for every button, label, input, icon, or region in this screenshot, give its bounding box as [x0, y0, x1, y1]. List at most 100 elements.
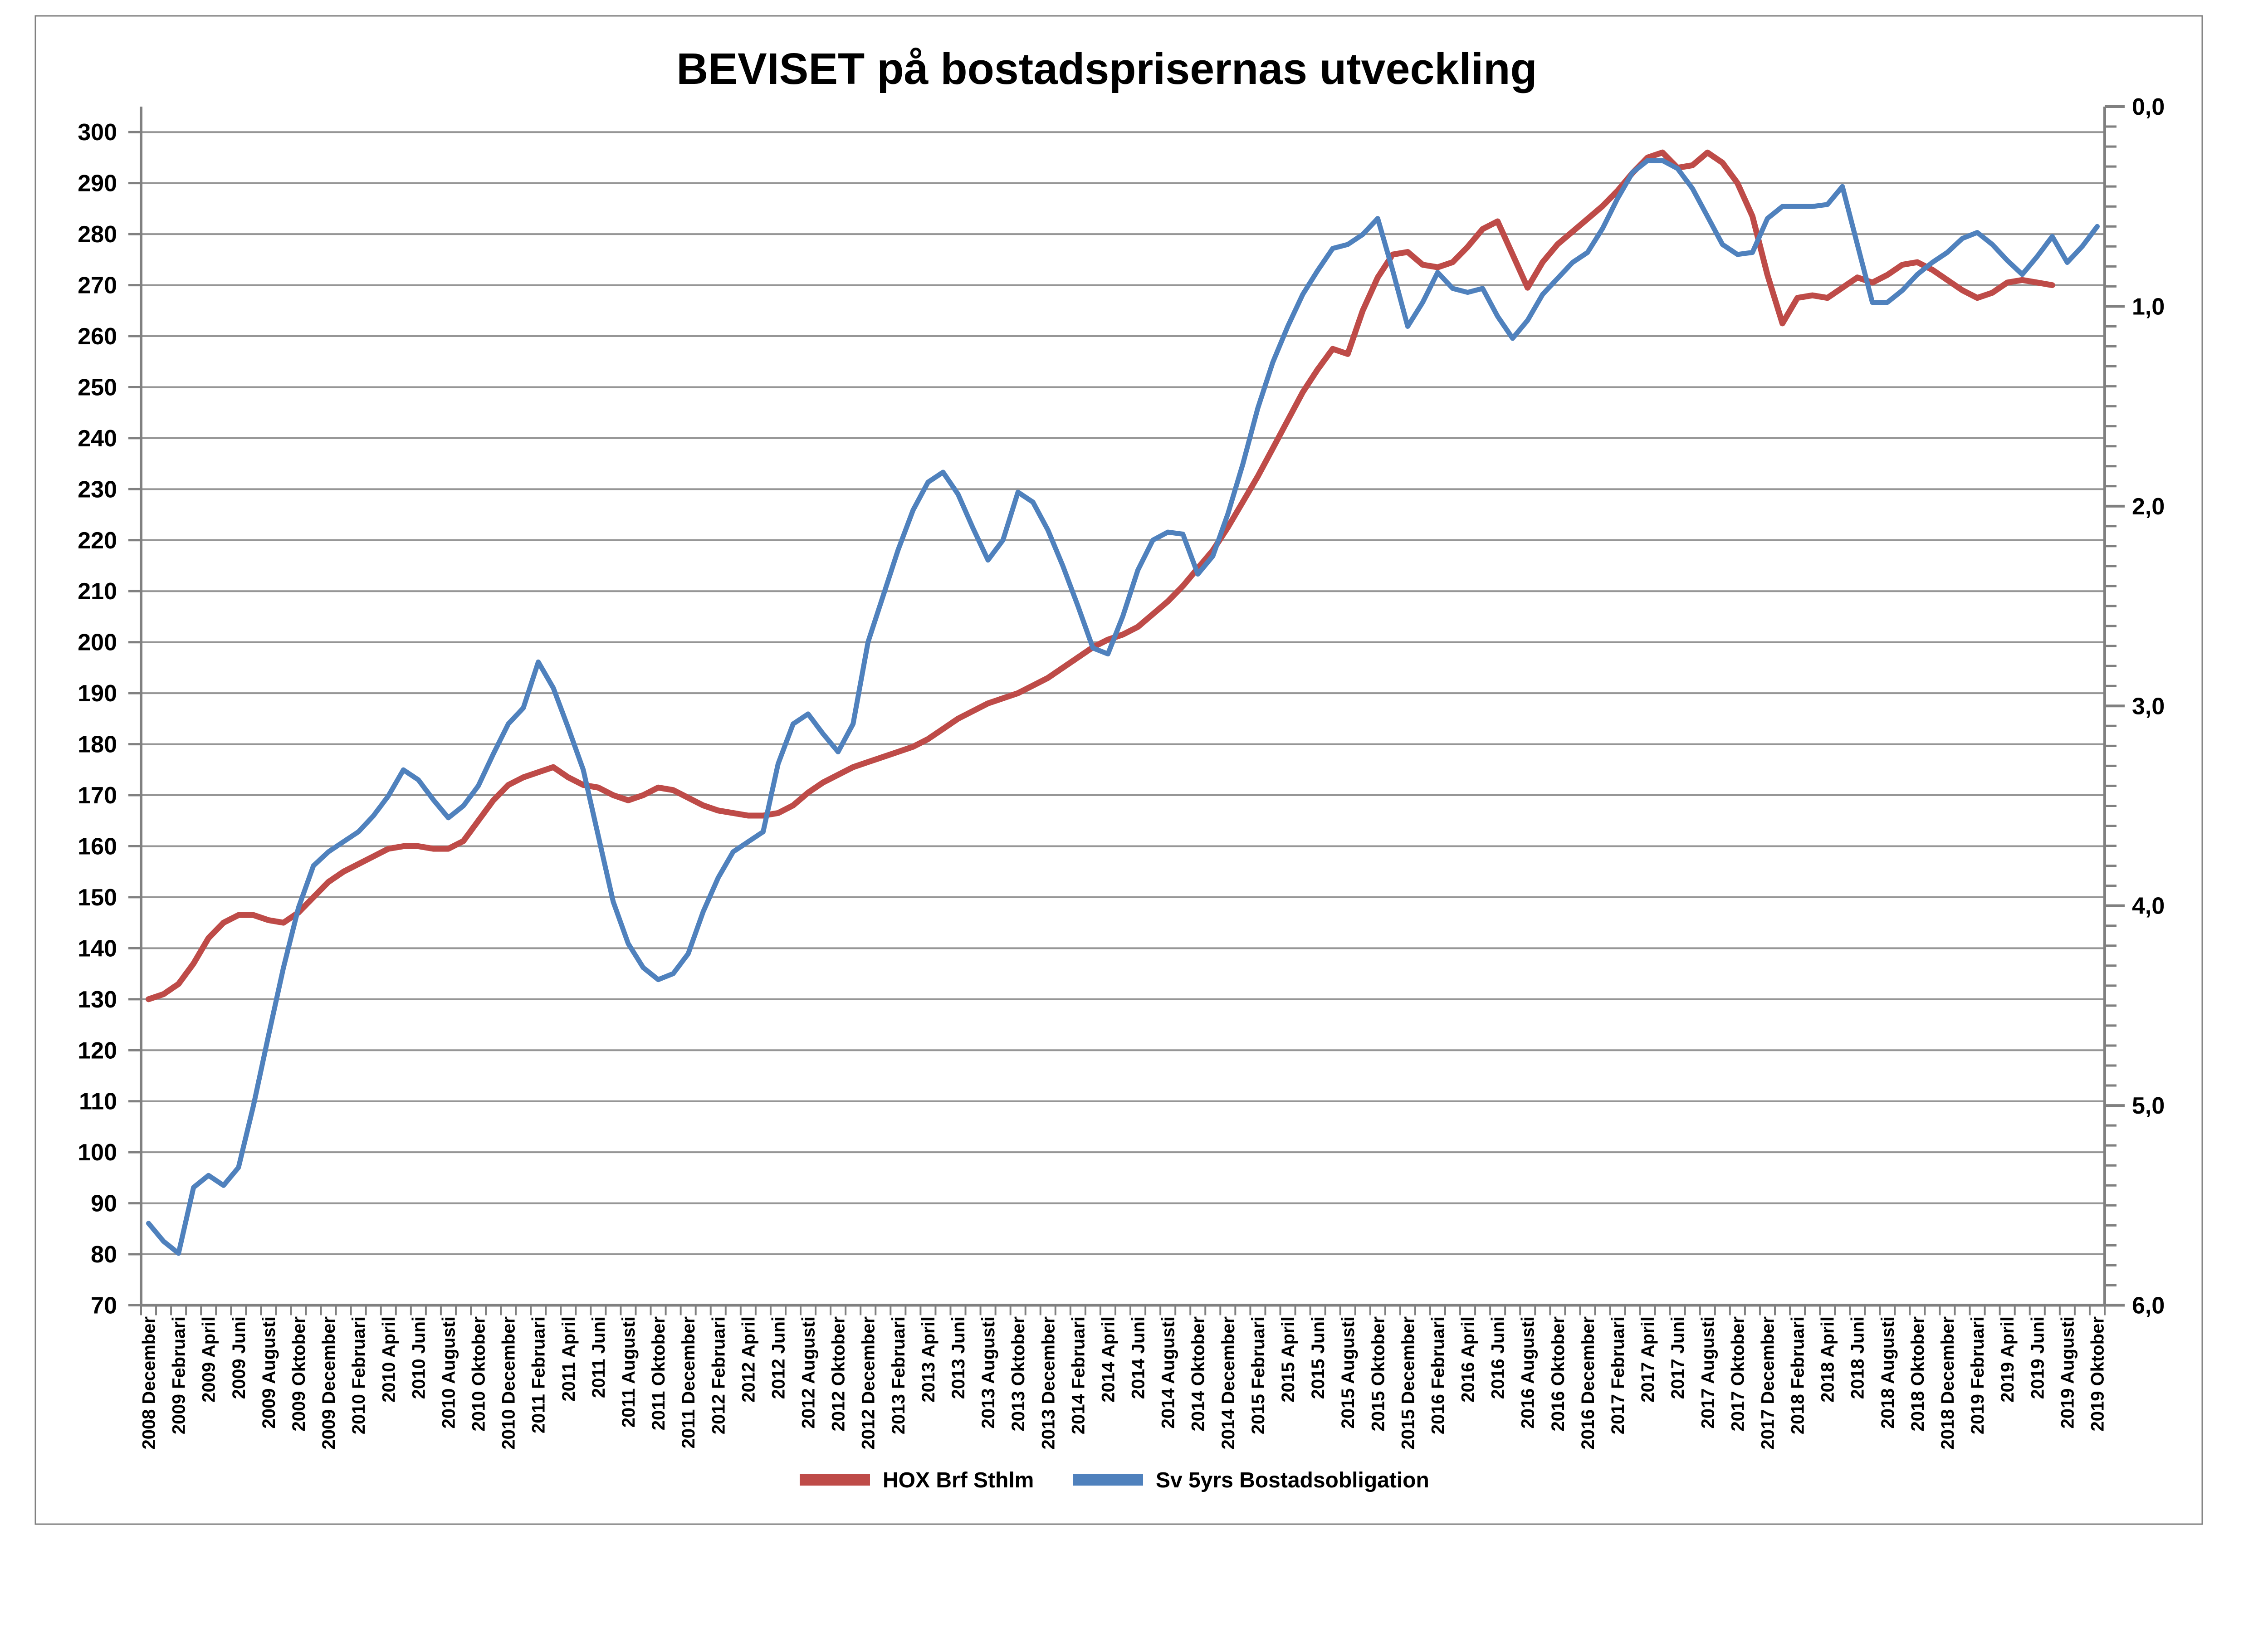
left-axis-tick-label: 150 [78, 885, 117, 911]
legend-hox-label: HOX Brf Sthlm [883, 1468, 1034, 1492]
right-axis-tick-label: 4,0 [2132, 893, 2165, 919]
series-bond-line [146, 158, 2100, 1256]
x-axis-month-label: 2017 Juni [1668, 1316, 1688, 1399]
x-axis-month-label: 2015 Oktober [1368, 1316, 1388, 1431]
right-axis-tick-label: 3,0 [2132, 693, 2165, 719]
x-axis-month-label: 2008 December [139, 1316, 159, 1450]
x-axis-month-label: 2013 Oktober [1008, 1316, 1028, 1431]
left-axis-tick-label: 290 [78, 171, 117, 197]
left-axis-tick-label: 210 [78, 578, 117, 605]
x-axis-month-label: 2018 Oktober [1908, 1316, 1928, 1431]
x-axis-month-label: 2014 Juni [1129, 1316, 1149, 1399]
left-axis-tick-label: 160 [78, 833, 117, 860]
x-axis-labels: 2008 December 2009 Februari 2009 April 2009… [139, 1316, 2108, 1450]
right-axis-tick-label: 0,0 [2132, 94, 2165, 120]
right-axis-labels: 0,0 1,0 2,0 3,0 4,0 5,0 6,0 [2132, 94, 2165, 1319]
x-axis-month-label: 2019 Juni [2028, 1316, 2048, 1399]
right-axis-tick-label: 1,0 [2132, 293, 2165, 320]
x-axis-month-label: 2009 April [199, 1316, 219, 1403]
legend-bond-label: Sv 5yrs Bostadsobligation [1156, 1468, 1429, 1492]
x-axis-month-label: 2013 Februari [889, 1316, 909, 1434]
left-axis-tick-label: 260 [78, 323, 117, 350]
x-axis-month-label: 2019 Oktober [2087, 1316, 2107, 1431]
x-axis-month-label: 2010 April [379, 1316, 399, 1403]
x-axis-month-label: 2018 December [1938, 1316, 1958, 1450]
left-axis-tick-label: 190 [78, 680, 117, 707]
x-axis-month-label: 2011 Oktober [649, 1316, 669, 1430]
x-axis-month-label: 2010 Februari [349, 1316, 369, 1434]
x-axis-month-label: 2014 Oktober [1188, 1316, 1208, 1431]
x-axis-month-label: 2015 December [1398, 1316, 1418, 1450]
left-axis-tick-label: 250 [78, 374, 117, 401]
x-axis-month-label: 2015 Juni [1308, 1316, 1328, 1399]
x-axis-month-label: 2016 Augusti [1518, 1316, 1538, 1428]
left-axis-tick-label: 100 [78, 1139, 117, 1166]
left-axis-tick-label: 70 [91, 1293, 117, 1319]
x-axis-month-label: 2012 December [859, 1316, 879, 1450]
x-axis-month-label: 2015 Augusti [1338, 1316, 1358, 1428]
x-axis-month-label: 2013 December [1038, 1316, 1058, 1450]
left-axis-tick-label: 120 [78, 1037, 117, 1064]
x-axis-month-label: 2011 December [679, 1316, 699, 1448]
gridlines [141, 131, 2105, 1306]
series-hox-line [146, 149, 2055, 1002]
x-axis-month-label: 2009 Juni [229, 1316, 249, 1399]
x-axis-month-label: 2019 April [1998, 1316, 2018, 1403]
x-axis-month-label: 2010 Oktober [469, 1316, 489, 1431]
x-axis-month-label: 2018 Augusti [1878, 1316, 1898, 1428]
left-axis-tick-label: 200 [78, 630, 117, 656]
x-axis-month-label: 2013 April [919, 1316, 938, 1403]
x-axis-month-label: 2009 Augusti [259, 1316, 279, 1428]
right-axis-tick-label: 5,0 [2132, 1093, 2165, 1119]
series-lines [146, 149, 2100, 1256]
x-axis-month-label: 2016 Juni [1488, 1316, 1508, 1399]
x-axis-month-label: 2011 Juni [589, 1316, 609, 1398]
x-axis-month-label: 2015 Februari [1248, 1316, 1268, 1434]
x-axis-month-label: 2009 Oktober [289, 1316, 309, 1431]
left-axis-tick-label: 140 [78, 935, 117, 962]
x-axis-month-label: 2014 December [1218, 1316, 1238, 1450]
x-axis-month-label: 2018 Juni [1848, 1316, 1868, 1399]
x-axis-month-label: 2016 Februari [1428, 1316, 1448, 1434]
x-axis-month-label: 2019 Augusti [2058, 1316, 2077, 1428]
left-axis-tick-label: 280 [78, 221, 117, 248]
left-axis-tick-label: 230 [78, 476, 117, 503]
right-axis-tick-label: 2,0 [2132, 494, 2165, 520]
x-axis-month-label: 2009 Februari [169, 1316, 189, 1434]
x-axis-month-label: 2017 December [1758, 1316, 1778, 1450]
x-axis-month-label: 2016 December [1578, 1316, 1598, 1450]
x-axis-month-label: 2016 April [1458, 1316, 1478, 1403]
x-axis-month-label: 2012 Oktober [829, 1316, 849, 1431]
left-axis-tick-label: 270 [78, 273, 117, 299]
x-axis-month-label: 2009 December [319, 1316, 339, 1450]
x-axis-month-label: 2017 April [1638, 1316, 1658, 1403]
left-axis-tick-label: 220 [78, 528, 117, 554]
left-axis-tick-label: 130 [78, 987, 117, 1013]
x-axis-month-label: 2014 Februari [1068, 1316, 1088, 1434]
x-axis-month-label: 2017 Augusti [1698, 1316, 1718, 1428]
x-axis-month-label: 2019 Februari [1968, 1316, 1988, 1434]
x-axis-month-label: 2011 April [559, 1316, 579, 1402]
left-axis-tick-label: 90 [91, 1191, 117, 1217]
x-axis-month-label: 2011 Februari [529, 1316, 549, 1433]
x-axis-month-label: 2011 Augusti [619, 1316, 639, 1428]
left-axis-tick-label: 240 [78, 425, 117, 452]
x-axis-month-label: 2017 Oktober [1728, 1316, 1748, 1431]
x-axis-month-label: 2013 Augusti [978, 1316, 998, 1428]
right-axis-tick-label: 6,0 [2132, 1293, 2165, 1319]
x-axis-month-label: 2010 Juni [409, 1316, 429, 1399]
left-axis-tick-label: 110 [79, 1089, 117, 1115]
x-axis-month-label: 2010 Augusti [439, 1316, 459, 1428]
chart-title: BEVISET på bostadsprisernas utveckling [676, 44, 1537, 93]
left-axis-tick-label: 80 [91, 1242, 117, 1268]
x-axis-month-label: 2010 December [499, 1316, 519, 1450]
x-axis-month-label: 2012 Februari [709, 1316, 728, 1434]
x-axis-month-label: 2012 Augusti [799, 1316, 819, 1428]
legend: HOX Brf Sthlm Sv 5yrs Bostadsobligation [800, 1468, 1429, 1492]
x-axis-month-label: 2016 Oktober [1548, 1316, 1568, 1431]
x-axis-month-label: 2012 April [738, 1316, 758, 1403]
left-axis-tick-label: 180 [78, 732, 117, 758]
x-axis-month-label: 2017 Februari [1608, 1316, 1628, 1434]
left-axis-labels: 300 290 280 270 260 250 240 230 220 210 200 190 180 1… [78, 119, 117, 1319]
